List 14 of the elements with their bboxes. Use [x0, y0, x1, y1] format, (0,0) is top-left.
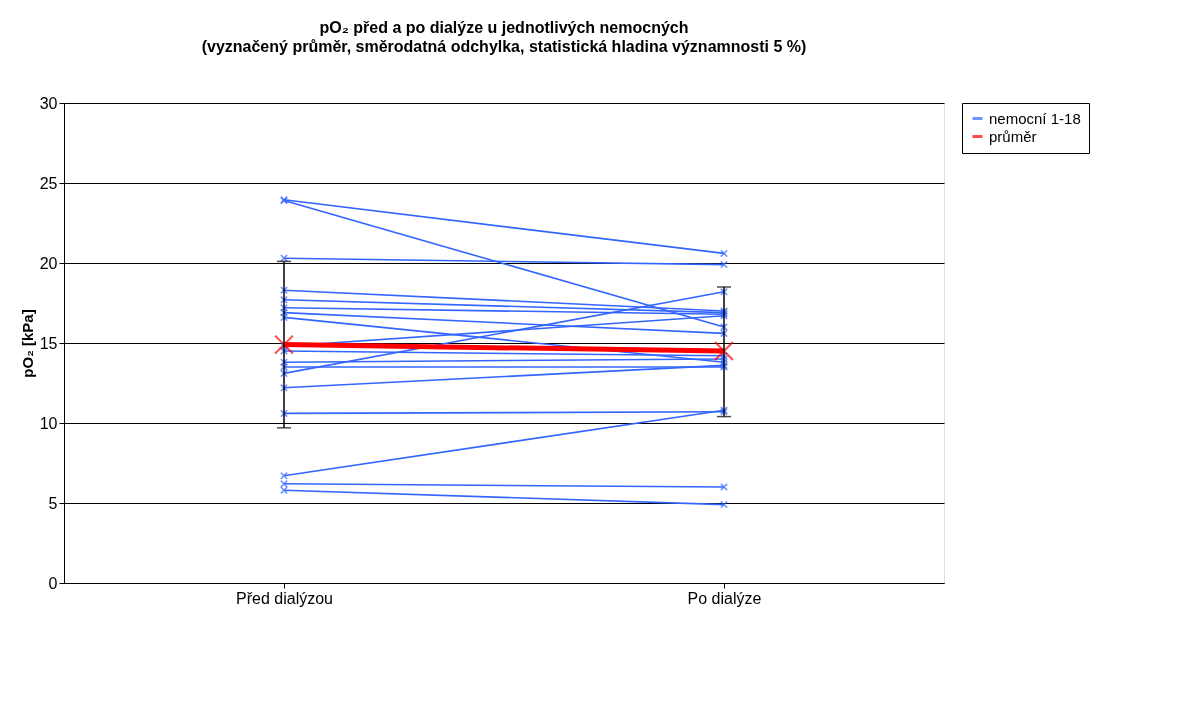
y-tick-label: 15 [39, 334, 58, 352]
y-tick-label: 30 [39, 94, 58, 112]
y-tick-label: 25 [39, 174, 58, 192]
chart-subtitle: (vyznačený průměr, směrodatná odchylka, statistická hladina významnosti 5 %) [201, 38, 807, 55]
y-tick-label: 20 [39, 254, 58, 272]
legend-label: nemocní 1-18 [989, 109, 1081, 127]
y-tick-label: 5 [48, 494, 58, 512]
x-tick-label: Před dialýzou [236, 589, 333, 607]
y-tick-label: 0 [48, 574, 58, 592]
legend-label: průměr [989, 127, 1037, 145]
x-tick-label: Po dialýze [687, 589, 762, 607]
chart-title: pO₂ před a po dialýze u jednotlivých nemocných [319, 19, 689, 36]
y-axis-title: pO₂ [kPa] [18, 309, 36, 378]
y-tick-label: 10 [39, 414, 58, 432]
